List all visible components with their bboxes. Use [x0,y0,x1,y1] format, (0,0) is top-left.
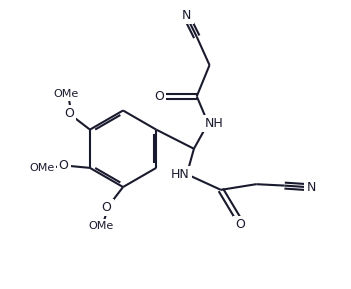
Text: N: N [182,9,192,22]
Text: N: N [306,181,316,194]
Text: NH: NH [204,117,223,130]
Text: OMe: OMe [88,221,114,231]
Text: OMe: OMe [53,89,79,99]
Text: O: O [64,107,74,120]
Text: OMe: OMe [29,163,54,173]
Text: HN: HN [171,168,190,181]
Text: O: O [235,218,245,231]
Text: O: O [154,90,164,103]
Text: O: O [102,201,112,214]
Text: O: O [59,159,68,172]
